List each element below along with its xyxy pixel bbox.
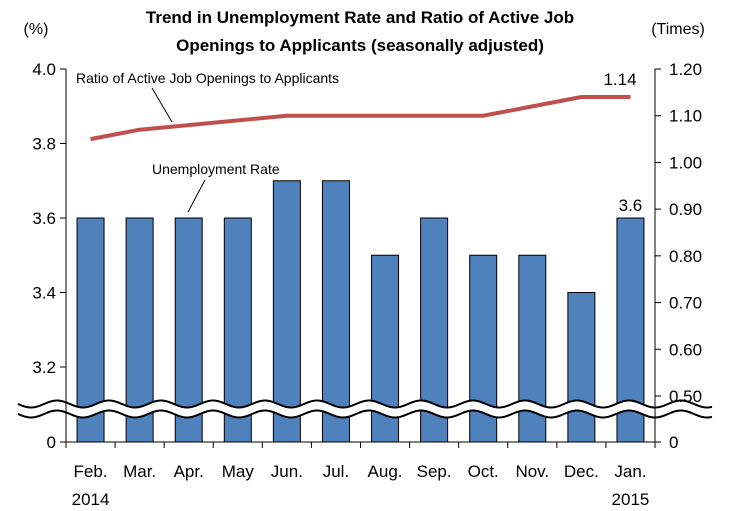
x-tick-label-5: Jul.: [323, 462, 349, 481]
unemployment-series-label: Unemployment Rate: [152, 161, 280, 177]
year-label-last: 2015: [612, 490, 650, 509]
left-tick-label-0: 4.0: [32, 60, 56, 79]
x-tick-label-6: Aug.: [368, 462, 403, 481]
year-label-first: 2014: [72, 490, 110, 509]
x-tick-label-0: Feb.: [74, 462, 108, 481]
left-tick-label-5: 0: [47, 433, 56, 452]
ratio-last-value-label: 1.14: [603, 70, 636, 89]
chart-title-line2: Openings to Applicants (seasonally adjus…: [176, 36, 544, 55]
x-tick-label-11: Jan.: [614, 462, 646, 481]
bar-5: [321, 180, 350, 443]
right-tick-label-1: 1.10: [669, 107, 702, 126]
left-tick-label-4: 3.2: [32, 358, 56, 377]
ratio-series-label: Ratio of Active Job Openings to Applican…: [76, 70, 339, 86]
right-axis-unit: (Times): [651, 21, 705, 38]
x-tick-label-8: Oct.: [468, 462, 499, 481]
right-tick-label-7: 0.50: [669, 387, 702, 406]
left-tick-label-2: 3.6: [32, 209, 56, 228]
left-tick-label-3: 3.4: [32, 284, 56, 303]
unemployment-last-value-label: 3.6: [619, 196, 643, 215]
right-tick-label-8: 0: [669, 433, 678, 452]
x-tick-label-7: Sep.: [417, 462, 452, 481]
x-tick-label-9: Nov.: [515, 462, 549, 481]
axis-break-wave-top: [17, 399, 713, 409]
x-tick-label-2: Apr.: [174, 462, 204, 481]
right-tick-label-4: 0.80: [669, 247, 702, 266]
left-tick-label-1: 3.8: [32, 135, 56, 154]
left-axis-unit: (%): [24, 21, 49, 38]
ratio-line: [90, 95, 631, 142]
axis-break-wave-bottom: [17, 409, 713, 419]
right-tick-label-6: 0.60: [669, 340, 702, 359]
unemployment-callout-line: [187, 179, 206, 213]
right-tick-label-0: 1.20: [669, 60, 702, 79]
chart-title-line1: Trend in Unemployment Rate and Ratio of …: [146, 8, 574, 27]
right-tick-label-2: 1.00: [669, 153, 702, 172]
x-tick-label-3: May: [222, 462, 255, 481]
x-tick-label-4: Jun.: [271, 462, 303, 481]
right-tick-label-5: 0.70: [669, 294, 702, 313]
x-tick-label-10: Dec.: [564, 462, 599, 481]
right-tick-label-3: 0.90: [669, 200, 702, 219]
x-tick-label-1: Mar.: [123, 462, 156, 481]
bar-10: [567, 292, 596, 443]
ratio-callout-line: [151, 87, 173, 123]
